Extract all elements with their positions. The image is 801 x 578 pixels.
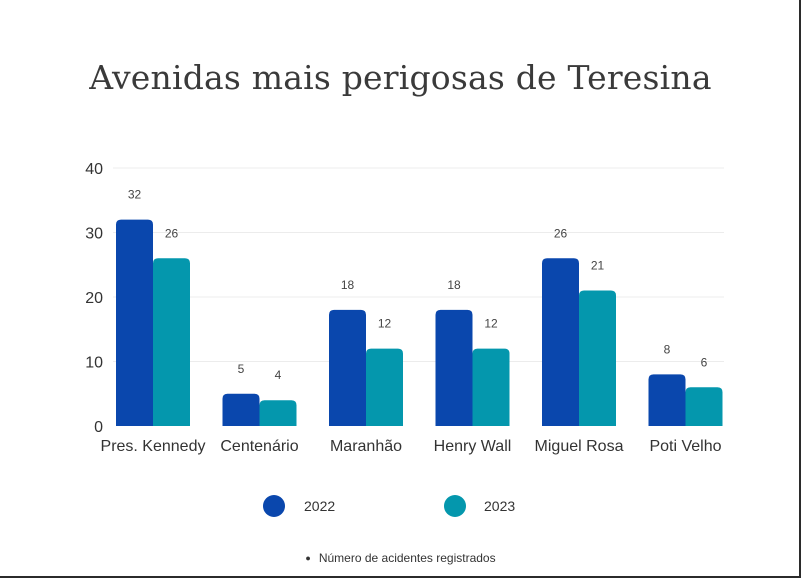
bar-2022: [222, 393, 260, 426]
x-tick-label: Poti Velho: [649, 438, 721, 455]
bullet-icon: ●: [305, 553, 311, 563]
gridlines: [113, 167, 724, 362]
data-label: 26: [554, 226, 568, 240]
data-label: 26: [165, 226, 179, 240]
bar-2022: [329, 309, 366, 426]
bar-2022: [116, 219, 153, 426]
x-tick-label: Henry Wall: [434, 438, 512, 455]
note-text: Número de acidentes registrados: [318, 551, 496, 565]
y-tick-label: 0: [94, 419, 103, 436]
legend-label: 2023: [484, 498, 515, 514]
bar-2023: [366, 348, 403, 426]
data-label: 18: [447, 278, 461, 292]
legend-swatch-2023: [444, 495, 466, 517]
data-label: 6: [701, 355, 708, 369]
data-label: 18: [341, 278, 355, 292]
bar-2022: [542, 258, 579, 426]
x-axis: Pres. Kennedy Centenário Maranhão Henry Wal…: [101, 438, 722, 455]
legend-label: 2022: [304, 498, 335, 514]
x-tick-label: Maranhão: [330, 438, 402, 455]
y-axis: 0 10 20 30 40: [85, 161, 103, 436]
bar-2022: [435, 309, 473, 426]
y-tick-label: 10: [85, 355, 103, 372]
bars: [116, 219, 723, 426]
legend: 2022 2023: [263, 495, 515, 517]
chart-note: ● Número de acidentes registrados: [0, 551, 801, 565]
data-label: 12: [378, 317, 392, 331]
chart-title: Avenidas mais perigosas de Teresina: [89, 58, 712, 97]
bar-2023: [259, 400, 297, 426]
data-label: 8: [664, 342, 671, 356]
bar-2023: [472, 348, 510, 426]
y-tick-label: 20: [85, 290, 103, 307]
x-tick-label: Pres. Kennedy: [101, 438, 206, 455]
legend-swatch-2022: [263, 495, 285, 517]
data-label: 12: [484, 317, 498, 331]
bar-2023: [153, 258, 190, 426]
x-tick-label: Centenário: [220, 438, 298, 455]
data-label: 5: [238, 362, 245, 376]
x-tick-label: Miguel Rosa: [535, 438, 624, 455]
data-labels: 32 26 5 4 18 12 18 12 26 21 8 6: [128, 188, 708, 383]
data-label: 4: [275, 368, 282, 382]
data-label: 21: [591, 259, 605, 273]
data-label: 32: [128, 188, 142, 202]
y-tick-label: 30: [85, 226, 103, 243]
bar-2023: [579, 290, 616, 426]
bar-2023: [685, 387, 723, 426]
y-tick-label: 40: [85, 161, 103, 178]
bar-2022: [648, 374, 686, 426]
